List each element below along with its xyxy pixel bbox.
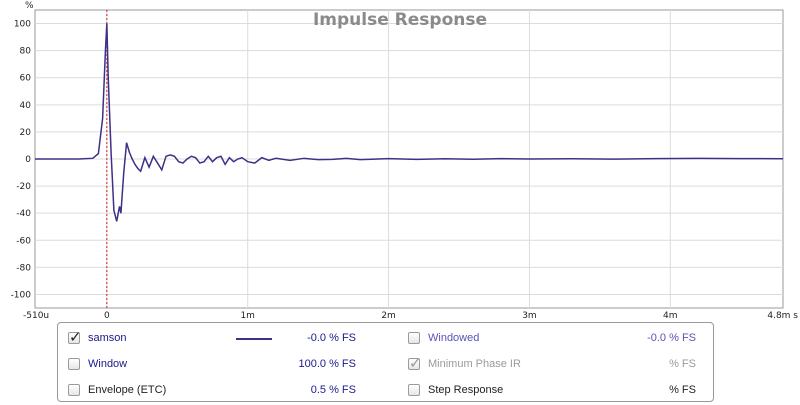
samson-value: -0.0 % FS [307,332,356,344]
chart-title: Impulse Response [313,10,487,30]
x-tick-label: 4.8m s [767,311,798,320]
y-tick-label: 80 [20,47,32,57]
legend-item-windowed[interactable]: Windowed [408,328,479,348]
step-value: % FS [669,384,696,396]
y-tick-label: -40 [16,209,31,219]
axis-ticks: 100 80 60 40 20 0 -20 -40 -60 -80 -100 -510u 0 1m 2m 3m… [11,20,799,320]
min-phase-value: % FS [669,358,696,370]
series-samson-line [35,23,784,222]
y-tick-label: 100 [14,20,31,30]
legend-item-min-phase[interactable]: Minimum Phase IR [408,354,521,374]
samson-line-swatch [236,338,272,340]
samson-checkbox[interactable] [68,328,82,346]
min-phase-label: Minimum Phase IR [428,358,521,370]
envelope-checkbox[interactable] [68,384,80,396]
windowed-label: Windowed [428,332,480,344]
x-tick-label: 0 [104,311,110,320]
legend-item-envelope[interactable]: Envelope (ETC) [68,380,166,400]
samson-label: samson [88,332,127,344]
legend-panel: samson -0.0 % FS Window 100.0 % FS Envel… [57,322,714,402]
min-phase-checkbox[interactable] [408,354,422,372]
window-checkbox[interactable] [68,358,80,370]
y-tick-label: 40 [20,101,32,111]
window-value: 100.0 % FS [298,358,356,370]
x-tick-label: 4m [663,311,678,320]
legend-item-samson[interactable]: samson [68,328,127,348]
step-label: Step Response [428,384,504,396]
x-tick-label: 1m [240,311,255,320]
window-label: Window [88,358,128,370]
step-checkbox[interactable] [408,384,420,396]
envelope-label: Envelope (ETC) [88,384,167,396]
y-tick-label: -20 [16,182,31,192]
x-tick-label: 2m [381,311,396,320]
y-tick-label: 60 [20,74,32,84]
y-tick-label: -100 [11,290,32,300]
envelope-value: 0.5 % FS [310,384,356,396]
x-tick-label: 3m [522,311,537,320]
y-tick-label: 0 [25,155,31,165]
y-tick-label: 20 [20,128,32,138]
x-tick-label: -510u [23,311,49,320]
impulse-response-chart[interactable]: 100 80 60 40 20 0 -20 -40 -60 -80 -100 -510u 0 1m 2m 3m… [0,0,800,320]
windowed-checkbox[interactable] [408,332,420,344]
legend-item-window[interactable]: Window [68,354,127,374]
legend-item-step[interactable]: Step Response [408,380,503,400]
windowed-value: -0.0 % FS [647,332,696,344]
y-axis-unit: % [25,1,34,11]
y-tick-label: -60 [16,236,31,246]
y-tick-label: -80 [16,263,31,273]
